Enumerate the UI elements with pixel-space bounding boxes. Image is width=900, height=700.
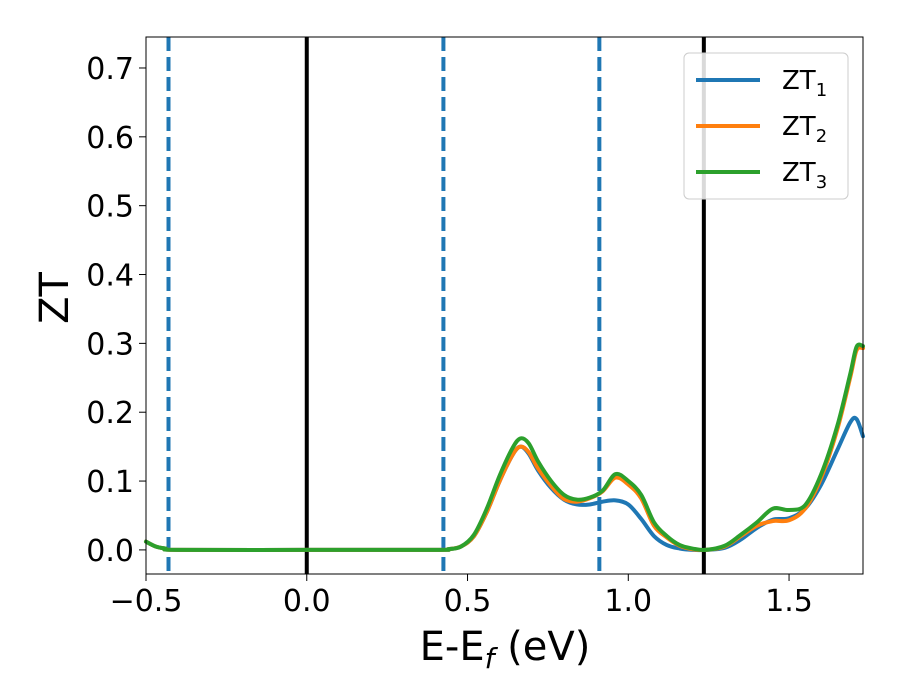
legend-label-zt2: ZT2 [782, 112, 827, 147]
x-tick-label: 0.5 [444, 584, 492, 619]
series-line-zt1 [144, 415, 865, 553]
x-tick-label: 0.0 [283, 584, 331, 619]
reference-lines [166, 37, 706, 574]
series-lines [144, 342, 865, 553]
y-tick-label: 0.1 [86, 465, 134, 500]
x-tick-label: 1.5 [765, 584, 813, 619]
x-axis-label: E-Ef (eV) [420, 624, 591, 675]
legend: ZT1 ZT2 ZT3 [683, 52, 849, 200]
y-tick-label: 0.4 [86, 259, 134, 294]
legend-label-zt3: ZT3 [782, 158, 827, 193]
y-tick-label: 0.2 [86, 396, 134, 431]
plot-frame [145, 36, 864, 575]
y-axis-label: ZT [32, 272, 78, 324]
y-tick-label: 0.0 [86, 534, 134, 569]
y-axis-ticks: 0.0 0.1 0.2 0.3 0.4 0.5 0.6 0.7 [86, 52, 146, 569]
x-axis-ticks: −0.5 0.0 0.5 1.0 1.5 [110, 574, 813, 619]
y-tick-label: 0.7 [86, 52, 134, 87]
series-line-zt2 [144, 345, 865, 553]
x-tick-label: −0.5 [110, 584, 183, 619]
y-tick-label: 0.6 [86, 121, 134, 156]
x-tick-label: 1.0 [604, 584, 652, 619]
legend-label-zt1: ZT1 [782, 66, 827, 101]
y-tick-label: 0.5 [86, 190, 134, 225]
legend-box [683, 52, 849, 200]
y-tick-label: 0.3 [86, 327, 134, 362]
series-line-zt3 [144, 342, 865, 553]
